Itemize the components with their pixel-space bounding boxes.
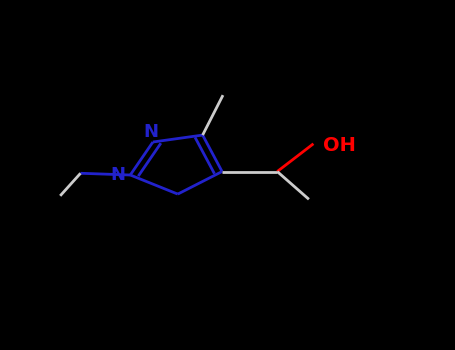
Text: N: N [110, 166, 125, 184]
Text: OH: OH [324, 136, 356, 155]
Text: N: N [143, 123, 158, 141]
